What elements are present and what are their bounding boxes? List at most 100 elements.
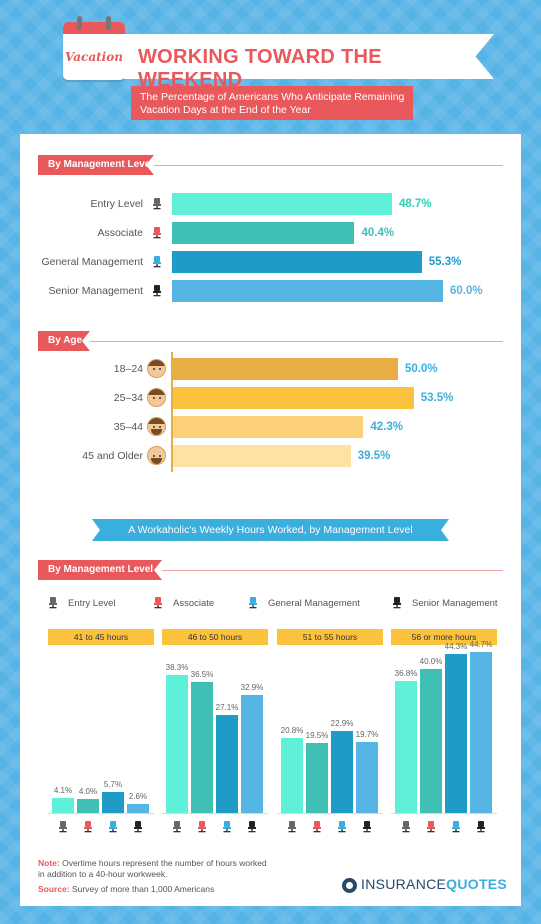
face-beard — [151, 429, 162, 435]
bar-value-label: 38.3% — [165, 663, 189, 673]
bar — [172, 280, 443, 302]
office-chair-icon — [288, 821, 296, 833]
bar-label: Senior Management — [48, 285, 143, 297]
section-divider — [162, 570, 503, 571]
bar — [173, 387, 414, 409]
page-subtitle: The Percentage of Americans Who Anticipa… — [140, 91, 405, 116]
bar-label: 18–24 — [113, 363, 143, 375]
bar — [77, 798, 99, 813]
office-chair-icon — [249, 597, 257, 609]
source-text: Survey of more than 1,000 Americans — [69, 884, 215, 894]
bar — [470, 652, 492, 813]
office-chair-icon — [134, 821, 142, 833]
bar-label: 25–34 — [113, 392, 143, 404]
office-chair-icon — [402, 821, 410, 833]
office-chair-icon — [427, 821, 435, 833]
office-chair-icon — [223, 821, 231, 833]
workaholic-banner: A Workaholic's Weekly Hours Worked, by M… — [92, 519, 449, 541]
office-chair-icon — [313, 821, 321, 833]
bar-value-label: 2.6% — [128, 791, 148, 801]
bar — [172, 193, 392, 215]
man-face-icon — [147, 359, 166, 378]
bar — [191, 681, 213, 813]
bar-value-label: 44.7% — [469, 640, 493, 650]
subtitle-box — [131, 86, 413, 120]
bar — [216, 715, 238, 813]
office-chair-icon — [248, 821, 256, 833]
office-chair-icon — [393, 597, 401, 609]
bar-value-label: 22.9% — [330, 718, 354, 728]
section-divider — [90, 341, 503, 342]
bar — [173, 416, 364, 438]
office-chair-icon — [477, 821, 485, 833]
group-label: 41 to 45 hours — [48, 629, 154, 645]
bar — [281, 738, 303, 813]
group-baseline — [162, 813, 268, 814]
bar — [306, 742, 328, 813]
bar-label: 45 and Older — [82, 450, 143, 462]
bar — [420, 669, 442, 813]
bar — [166, 675, 188, 813]
face-hair — [148, 360, 165, 366]
office-chair-icon — [59, 821, 67, 833]
section-tab-management: By Management Level — [38, 155, 154, 175]
brand-part-2: QUOTES — [446, 876, 508, 892]
calendar-icon: Vacation — [63, 14, 125, 80]
bar-value-label: 4.1% — [53, 786, 73, 796]
bar-label: 35–44 — [113, 421, 143, 433]
face-beard — [151, 458, 162, 464]
bar — [241, 694, 263, 813]
legend-entry: Associate — [173, 598, 215, 609]
bar-value-label: 4.0% — [78, 786, 98, 796]
man-face-icon — [147, 446, 166, 465]
man-face-icon — [147, 417, 166, 436]
face-hair — [148, 389, 165, 395]
bar-value-label: 40.4% — [361, 227, 395, 239]
legend-entry: Senior Management — [412, 598, 498, 609]
bar — [52, 798, 74, 813]
bar-value-label: 5.7% — [103, 780, 123, 790]
face-eye — [159, 368, 161, 370]
group-label: 46 to 50 hours — [162, 629, 268, 645]
insurancequotes-logo-icon — [342, 878, 357, 893]
bar — [172, 251, 422, 273]
group-label: 56 or more hours — [391, 629, 497, 645]
bar-value-label: 40.0% — [419, 657, 443, 666]
legend-entry: General Management — [268, 598, 360, 609]
bar-value-label: 36.5% — [190, 669, 214, 679]
age-axis-line — [171, 352, 173, 472]
bar-value-label: 42.3% — [370, 421, 403, 433]
bar-label: General Management — [41, 256, 143, 268]
section-tab-age: By Age — [38, 331, 90, 351]
face-eye — [153, 426, 155, 428]
bar-value-label: 44.3% — [444, 641, 468, 651]
face-eye — [159, 426, 161, 428]
page-title: WORKING TOWARD THE WEEKEND — [138, 46, 382, 91]
bar-value-label: 20.8% — [280, 726, 304, 736]
office-chair-icon — [338, 821, 346, 833]
bar-value-label: 53.5% — [420, 392, 454, 404]
face-eye — [159, 397, 161, 399]
office-chair-icon — [452, 821, 460, 833]
office-chair-icon — [49, 597, 57, 609]
bar — [445, 653, 467, 813]
bar-value-label: 36.8% — [394, 668, 418, 678]
footnote: Note: Overtime hours represent the numbe… — [38, 858, 268, 880]
bar — [395, 680, 417, 813]
bar-value-label: 39.5% — [357, 450, 391, 462]
bar-value-label: 55.3% — [428, 256, 462, 268]
section-divider — [154, 165, 503, 166]
bar-value-label: 19.7% — [355, 730, 379, 740]
office-chair-icon — [153, 198, 161, 210]
bar — [127, 803, 149, 813]
bar — [173, 358, 398, 380]
office-chair-icon — [363, 821, 371, 833]
source-label: Source: — [38, 884, 70, 894]
bar — [172, 222, 355, 244]
note-label: Note: — [38, 858, 60, 868]
office-chair-icon — [153, 256, 161, 268]
note-text: Overtime hours represent the number of h… — [38, 858, 267, 879]
bar — [356, 742, 378, 813]
group-label: 51 to 55 hours — [277, 629, 383, 645]
bar — [331, 730, 353, 813]
